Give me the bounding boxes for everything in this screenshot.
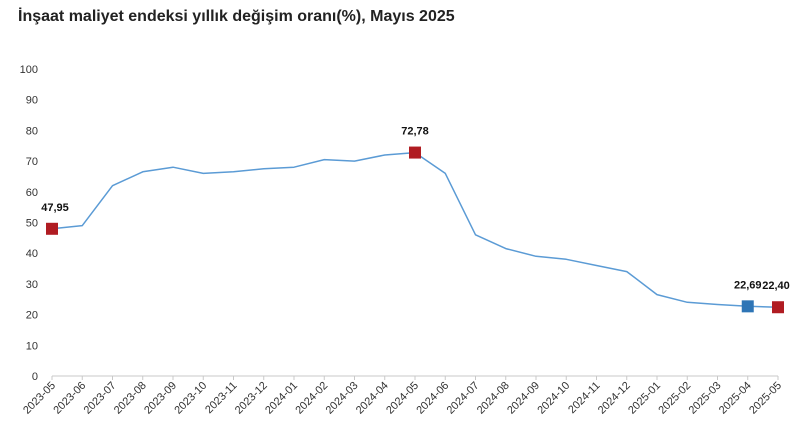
y-tick-label: 0	[32, 371, 38, 383]
y-tick-label: 80	[26, 125, 38, 137]
x-tick-label: 2024-07	[445, 380, 482, 417]
data-point-label: 47,95	[41, 202, 69, 214]
x-tick-label: 2024-08	[475, 380, 512, 417]
x-tick-label: 2023-06	[51, 380, 88, 417]
x-tick-label: 2025-02	[656, 380, 693, 417]
x-tick-label: 2023-08	[112, 380, 149, 417]
x-tick-label: 2025-04	[717, 380, 754, 417]
x-tick-label: 2023-07	[82, 380, 119, 417]
y-tick-label: 30	[26, 279, 38, 291]
y-tick-label: 60	[26, 187, 38, 199]
x-tick-label: 2025-03	[687, 380, 724, 417]
data-point-label: 22,69	[734, 279, 762, 291]
x-tick-label: 2024-05	[384, 380, 421, 417]
x-tick-label: 2024-06	[414, 380, 451, 417]
x-tick-label: 2024-09	[505, 380, 542, 417]
series-layer	[51, 151, 779, 308]
data-point-label: 22,40	[762, 280, 790, 292]
y-tick-label: 40	[26, 248, 38, 260]
markers-layer	[46, 146, 784, 314]
x-tick-label: 2023-12	[233, 380, 270, 417]
data-point-marker	[46, 222, 58, 235]
y-tick-label: 20	[26, 310, 38, 322]
data-point-marker	[409, 146, 421, 159]
y-tick-label: 70	[26, 156, 38, 168]
data-point-marker	[741, 300, 754, 313]
x-tick-label: 2024-03	[324, 380, 361, 417]
x-tick-label: 2025-05	[747, 380, 784, 417]
y-tick-label: 100	[20, 64, 38, 76]
x-tick-label: 2024-01	[263, 380, 300, 417]
y-tick-label: 90	[26, 95, 38, 107]
x-tick-label: 2023-05	[21, 380, 58, 417]
x-tick-label: 2024-02	[293, 380, 330, 417]
x-tick-label: 2024-12	[596, 380, 633, 417]
x-tick-label: 2024-04	[354, 380, 391, 417]
y-tick-label: 10	[26, 340, 38, 352]
y-axis: 0 10 20 30 40 50 60 70 80 90 100	[20, 64, 38, 383]
y-tick-label: 50	[26, 218, 38, 230]
x-tick-label: 2023-10	[172, 380, 209, 417]
series-line	[51, 151, 779, 308]
x-tick-label: 2025-01	[626, 380, 663, 417]
x-axis: 2023-052023-062023-072023-082023-092023-…	[21, 375, 784, 417]
chart-title: İnşaat maliyet endeksi yıllık değişim or…	[18, 8, 455, 25]
x-tick-label: 2023-09	[142, 380, 179, 417]
data-labels-layer: 47,95 72,78 22,69 22,40	[41, 126, 790, 293]
data-point-marker	[772, 301, 784, 314]
data-point-label: 72,78	[401, 126, 429, 138]
x-tick-label: 2024-10	[535, 380, 572, 417]
